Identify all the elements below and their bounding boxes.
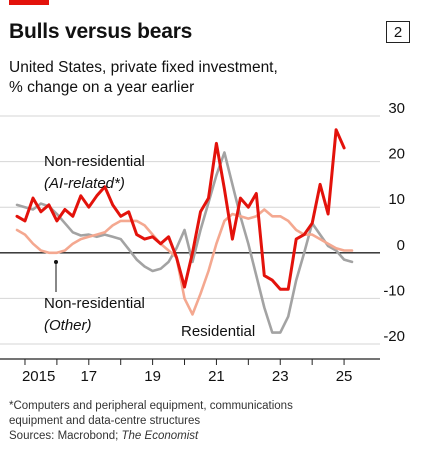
- sources-prefix: Sources: Macrobond;: [9, 430, 122, 442]
- series-lines: [15, 128, 354, 334]
- y-tick-label: 30: [388, 100, 405, 117]
- series-line-ai: [15, 128, 346, 291]
- annotation-ai-line2: (AI-related*): [44, 175, 125, 192]
- annotation-ai-line1: Non-residential: [44, 153, 145, 170]
- chart-number-badge: 2: [386, 21, 410, 43]
- brand-accent-bar: [9, 0, 49, 5]
- series-line-residential: [15, 151, 354, 334]
- y-axis-tick-labels: 30 20 10 0 -10 -20: [383, 100, 405, 345]
- y-tick-label: 0: [397, 237, 405, 254]
- sources-publication: The Economist: [121, 430, 199, 442]
- chart-subtitle: United States, private fixed investment,…: [9, 58, 278, 98]
- x-tick-label: 25: [336, 368, 353, 385]
- annotation-other-dot: [54, 260, 58, 264]
- subtitle-line-1: United States, private fixed investment,: [9, 59, 278, 76]
- y-tick-label: -10: [383, 282, 405, 299]
- line-chart: 30 20 10 0 -10 -20 2015 17 19 21 23 25 Non-residen…: [0, 100, 405, 385]
- footnote-line-1: *Computers and peripheral equipment, com…: [9, 400, 293, 412]
- subtitle-line-2: % change on a year earlier: [9, 79, 195, 96]
- x-tick-label: 21: [208, 368, 225, 385]
- x-tick-label: 2015: [22, 368, 55, 385]
- x-tick-label: 19: [144, 368, 161, 385]
- x-tick-label: 17: [80, 368, 97, 385]
- x-axis: 2015 17 19 21 23 25: [0, 358, 380, 385]
- annotation-residential: Residential: [181, 323, 255, 340]
- gridlines: [0, 115, 380, 345]
- y-tick-label: 20: [388, 146, 405, 163]
- annotation-other-line1: Non-residential: [44, 295, 145, 312]
- sources-line: Sources: Macrobond; The Economist: [9, 429, 293, 444]
- series-annotations: Non-residential (AI-related*) Non-reside…: [44, 153, 255, 340]
- footnote: *Computers and peripheral equipment, com…: [9, 399, 293, 444]
- footnote-line-2: equipment and data-centre structures: [9, 415, 201, 427]
- x-tick-label: 23: [272, 368, 289, 385]
- series-line-other: [15, 208, 354, 316]
- annotation-other-line2: (Other): [44, 317, 92, 334]
- chart-title: Bulls versus bears: [9, 20, 193, 43]
- y-tick-label: -20: [383, 328, 405, 345]
- y-tick-label: 10: [388, 191, 405, 208]
